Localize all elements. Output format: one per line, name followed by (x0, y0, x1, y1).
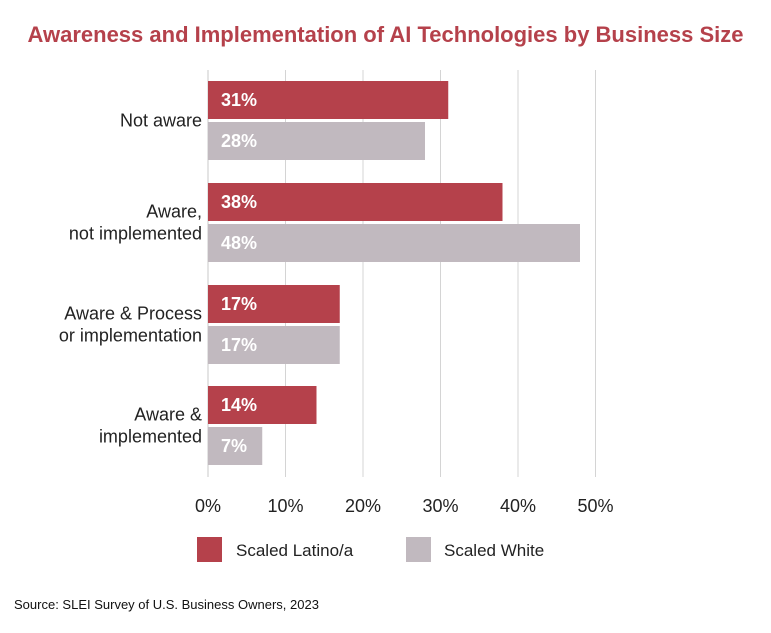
x-axis-ticks: 0% 10% 20% 30% 40% 50% (195, 496, 614, 516)
data-label: 48% (221, 233, 257, 253)
data-label: 7% (221, 436, 247, 456)
x-tick-label: 50% (577, 496, 613, 516)
legend-swatch (197, 537, 222, 562)
data-label: 17% (221, 335, 257, 355)
category-label: Aware & (134, 405, 202, 425)
legend-swatch (406, 537, 431, 562)
bar (208, 285, 340, 323)
x-tick-label: 30% (422, 496, 458, 516)
legend-label: Scaled Latino/a (236, 541, 354, 560)
data-label: 14% (221, 395, 257, 415)
category-label: Aware, (146, 202, 202, 222)
legend-label: Scaled White (444, 541, 544, 560)
bar (208, 224, 580, 262)
chart-title: Awareness and Implementation of AI Techn… (27, 22, 744, 47)
data-label: 38% (221, 192, 257, 212)
bar (208, 81, 449, 119)
category-label: or implementation (59, 326, 202, 346)
bar (208, 326, 340, 364)
data-label: 28% (221, 131, 257, 151)
bars: 31% 38% 17% 14% 28% 48% 17% 7% (208, 81, 580, 465)
bar (208, 427, 263, 465)
x-tick-label: 20% (345, 496, 381, 516)
category-label: Aware & Process (64, 304, 202, 324)
x-tick-label: 0% (195, 496, 221, 516)
legend: Scaled Latino/a Scaled White (197, 537, 544, 562)
bar (208, 386, 317, 424)
category-labels: Not aware Aware,not implemented Aware & Pr… (59, 111, 202, 447)
bar (208, 122, 425, 160)
category-label: implemented (99, 427, 202, 447)
x-tick-label: 40% (500, 496, 536, 516)
data-label: 17% (221, 294, 257, 314)
bar (208, 183, 503, 221)
category-label: not implemented (69, 224, 202, 244)
category-label: Not aware (120, 111, 202, 131)
x-tick-label: 10% (267, 496, 303, 516)
data-label: 31% (221, 90, 257, 110)
source-note: Source: SLEI Survey of U.S. Business Own… (14, 597, 319, 612)
